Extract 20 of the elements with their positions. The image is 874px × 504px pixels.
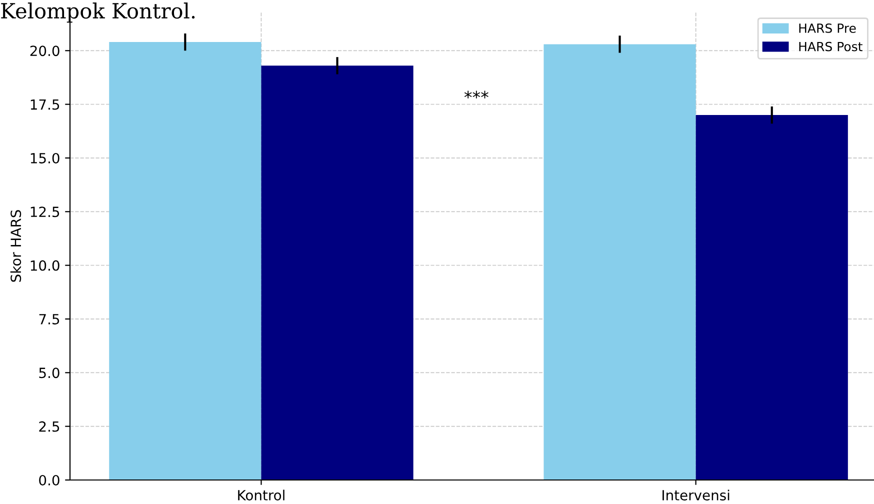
bar bbox=[261, 66, 414, 480]
x-tick-label: Intervensi bbox=[662, 490, 730, 500]
x-tick-label: Kontrol bbox=[238, 490, 284, 500]
y-tick-label: 10.0 bbox=[30, 260, 60, 271]
y-tick-label: 7.5 bbox=[39, 314, 60, 324]
y-axis-title: Skor HARS bbox=[10, 210, 22, 282]
y-tick-label: 5.0 bbox=[39, 368, 60, 378]
chart-title: Kelompok Kontrol. bbox=[1, 2, 195, 23]
y-tick-label: 0.0 bbox=[39, 474, 60, 486]
y-tick-label: 2.5 bbox=[39, 421, 60, 432]
bar bbox=[696, 115, 848, 480]
annotation: *** bbox=[464, 90, 488, 98]
legend-label: HARS Post bbox=[799, 42, 862, 52]
y-tick-label: 17.5 bbox=[30, 99, 60, 110]
y-tick-label: 20.0 bbox=[30, 46, 60, 56]
bar bbox=[109, 42, 262, 480]
y-tick-label: 12.5 bbox=[30, 206, 60, 218]
bar bbox=[544, 44, 696, 480]
legend-label: HARS Pre bbox=[799, 23, 856, 33]
y-tick-label: 15.0 bbox=[30, 152, 60, 164]
